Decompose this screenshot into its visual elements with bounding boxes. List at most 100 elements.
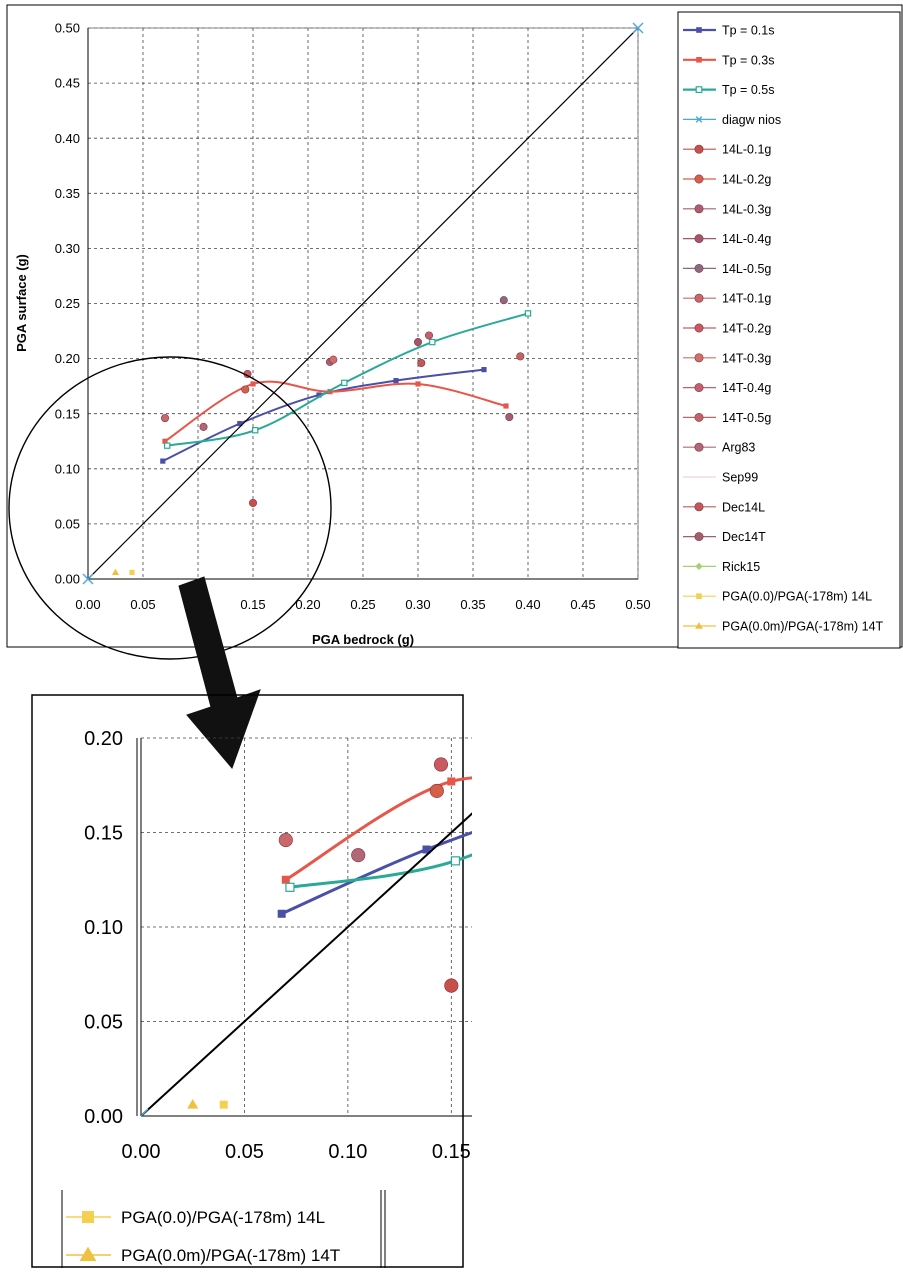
main-point-tp-0-3s <box>503 403 508 408</box>
main-y-tick-label: 0.50 <box>55 21 80 36</box>
legend-label: 14L-0.5g <box>722 262 771 276</box>
zoom-y-tick-label: 0.00 <box>84 1106 123 1128</box>
zoom-series-14t-0-1g <box>279 833 293 847</box>
main-series-14l-0-4g <box>414 338 421 345</box>
zoom-point-tp-0-1s <box>716 772 724 780</box>
legend-label: Rick15 <box>722 560 760 574</box>
zoom-y-tick-label: 0.10 <box>84 917 123 939</box>
main-x-tick-label: 0.30 <box>405 597 430 612</box>
main-x-tick-label: 0.15 <box>240 597 265 612</box>
legend-swatch-marker <box>695 503 703 511</box>
main-point-tp-0-3s <box>415 381 420 386</box>
zoom-series-14l-0-2g <box>430 784 444 798</box>
main-point-14t-0-4g <box>425 332 432 339</box>
main-series-14l-0-1g <box>249 499 256 506</box>
legend-label: 14T-0.1g <box>722 292 771 306</box>
legend-swatch-marker <box>695 205 703 213</box>
zoom-point-14t-0-1g <box>279 833 293 847</box>
zoom-legend-item-pga-0-0-pga-178m-14l: PGA(0.0)/PGA(-178m) 14L <box>66 1208 325 1227</box>
zoom-point-tp-0-3s <box>447 777 455 785</box>
y-axis-title: PGA surface (g) <box>14 254 29 352</box>
zoom-series-arg83 <box>351 848 365 862</box>
zoom-point-14t-0-2g <box>434 758 448 772</box>
zoom-legend-swatch-marker <box>80 1247 97 1261</box>
zoom-point-14l-0-1g <box>445 979 459 993</box>
main-point-14t-0-1g <box>161 414 168 421</box>
legend-label: Dec14L <box>722 500 765 514</box>
main-x-tick-label: 0.45 <box>570 597 595 612</box>
zoom-chart-frame <box>32 695 463 1267</box>
legend-label: PGA(0.0)/PGA(-178m) 14L <box>722 590 872 604</box>
main-series-arg83 <box>200 423 207 430</box>
legend-swatch-marker <box>695 234 703 242</box>
main-x-tick-label: 0.00 <box>75 597 100 612</box>
main-point-pga-0-0-pga-178m-14l <box>129 570 134 575</box>
zoom-series-14t-0-2g <box>434 758 448 772</box>
x-axis-title: PGA bedrock (g) <box>312 632 414 647</box>
zoom-series-pga-0-0-pga-178m-14l <box>220 1101 228 1109</box>
main-series-dec14l <box>418 359 425 366</box>
legend-swatch-marker <box>695 413 703 421</box>
main-series-14l-0-5g <box>500 296 507 303</box>
legend-label: 14T-0.5g <box>722 411 771 425</box>
legend-swatch-marker <box>696 87 702 93</box>
zoom-chart-grid <box>141 738 472 1116</box>
zoom-point-arg83 <box>351 848 365 862</box>
zoom-legend-item-pga-0-0m-pga-178m-14t: PGA(0.0m)/PGA(-178m) 14T <box>66 1246 340 1265</box>
main-point-tp-0-3s <box>250 381 255 386</box>
zoom-legend-label: PGA(0.0m)/PGA(-178m) 14T <box>121 1246 340 1265</box>
main-y-tick-label: 0.05 <box>55 516 80 531</box>
main-legend-box <box>678 12 900 648</box>
main-series-14t-0-5g <box>517 353 524 360</box>
main-x-tick-label: 0.25 <box>350 597 375 612</box>
zoom-point-tp-0-5s <box>785 706 793 714</box>
legend-label: Tp = 0.1s <box>722 24 774 38</box>
legend-swatch-marker <box>695 354 703 362</box>
legend-label: diagw nios <box>722 113 781 127</box>
legend-label: Tp = 0.5s <box>722 83 774 97</box>
legend-label: 14L-0.1g <box>722 143 771 157</box>
legend-label: Sep99 <box>722 471 758 485</box>
main-y-tick-label: 0.30 <box>55 241 80 256</box>
main-point-dec14l <box>418 359 425 366</box>
legend-swatch-marker <box>695 175 703 183</box>
legend-swatch-marker <box>695 264 703 272</box>
zoom-series-tp-0-1s <box>278 753 890 918</box>
zoom-line-tp-0-1s <box>282 757 886 914</box>
legend-label: Arg83 <box>722 441 755 455</box>
legend-swatch-marker <box>696 27 702 33</box>
zoom-series-14t-0-3g <box>596 733 610 747</box>
legend-label: Tp = 0.3s <box>722 53 774 67</box>
zoom-series-tp-0-5s <box>286 657 903 892</box>
main-y-tick-label: 0.20 <box>55 351 80 366</box>
main-point-tp-0-5s <box>165 443 170 448</box>
zoom-point-14l-0-2g <box>430 784 444 798</box>
zoom-point-tp-0-3s <box>758 777 766 785</box>
zoom-x-tick-label: 0.00 <box>122 1141 161 1163</box>
zoom-series-14l-0-3g <box>589 737 603 751</box>
main-point-tp-0-1s <box>393 378 398 383</box>
legend-swatch-marker <box>695 443 703 451</box>
main-point-14l-0-5g <box>500 296 507 303</box>
zoom-point-dec14l <box>761 739 775 753</box>
zoom-point-14l-0-3g <box>589 737 603 751</box>
main-series-14t-0-1g <box>161 414 168 421</box>
legend-label: 14L-0.2g <box>722 173 771 187</box>
zoom-y-tick-label: 0.05 <box>84 1012 123 1034</box>
zoom-point-tp-0-5s <box>451 857 459 865</box>
main-point-dec14t <box>506 413 513 420</box>
main-x-tick-label: 0.05 <box>130 597 155 612</box>
zoom-series-14l-0-4g <box>755 703 769 717</box>
legend-swatch-marker <box>695 324 703 332</box>
main-point-14t-0-3g <box>330 356 337 363</box>
zoom-point-tp-0-5s <box>619 776 627 784</box>
main-point-tp-0-1s <box>160 458 165 463</box>
main-point-tp-0-5s <box>342 380 347 385</box>
zoom-series-dec14l <box>761 739 775 753</box>
main-point-tp-0-5s <box>430 339 435 344</box>
zoom-point-tp-0-1s <box>571 796 579 804</box>
legend-swatch-marker <box>696 57 702 63</box>
legend-label: 14L-0.4g <box>722 232 771 246</box>
zoom-point-tp-0-3s <box>282 876 290 884</box>
zoom-y-tick-label: 0.15 <box>84 823 123 845</box>
